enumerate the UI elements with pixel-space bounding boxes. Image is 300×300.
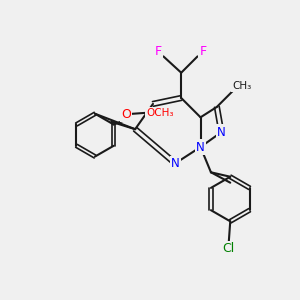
Text: O: O <box>121 107 131 121</box>
Text: OCH₃: OCH₃ <box>146 108 174 118</box>
Text: F: F <box>199 44 206 58</box>
Text: N: N <box>217 126 226 139</box>
Text: CH₃: CH₃ <box>232 81 251 91</box>
Text: F: F <box>154 44 162 58</box>
Text: Cl: Cl <box>223 242 235 255</box>
Text: N: N <box>171 157 180 170</box>
Text: N: N <box>196 140 205 154</box>
